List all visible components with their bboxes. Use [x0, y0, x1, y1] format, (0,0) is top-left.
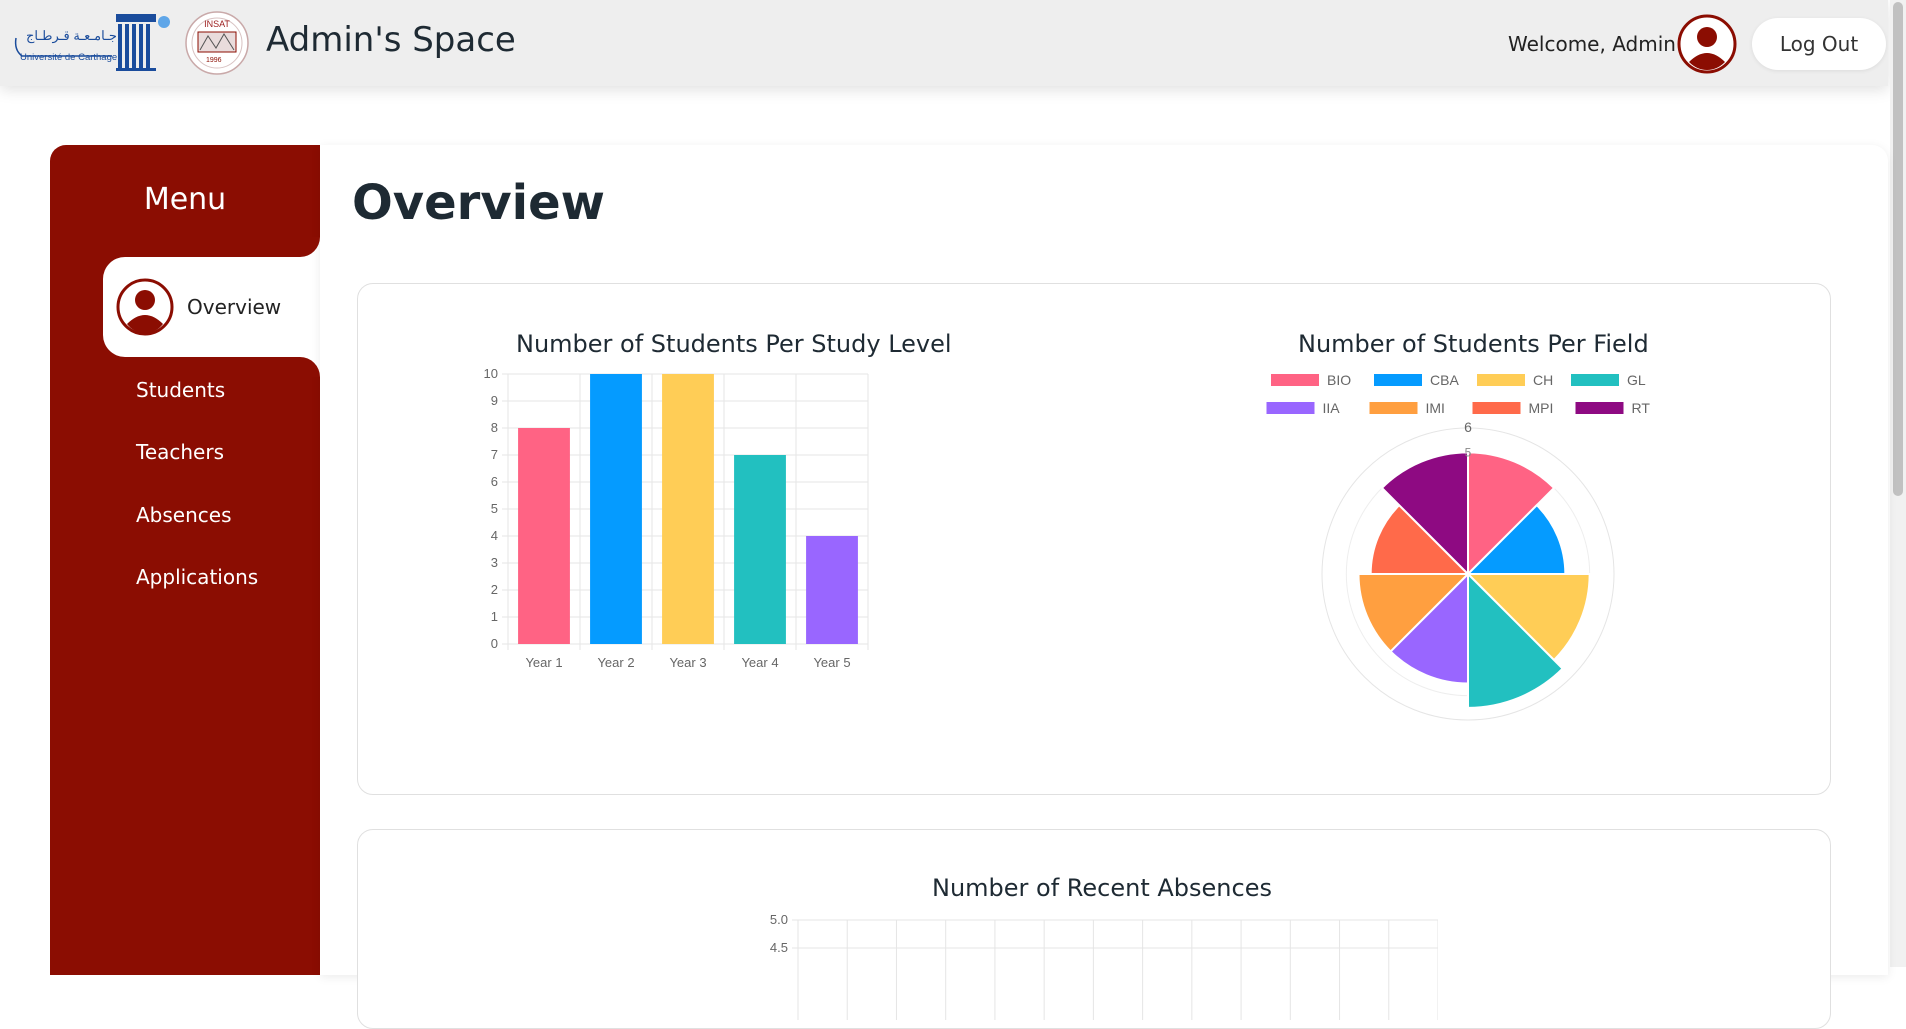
students-per-field-polar-chart: BIO CBA CH GL IIA IMI MPI RT 6 5 — [1266, 372, 1651, 721]
y-tick-label: 9 — [491, 393, 498, 408]
user-avatar-icon[interactable] — [1677, 14, 1737, 74]
y-tick-label: 5.0 — [770, 912, 788, 927]
polar-tick-label: 6 — [1464, 419, 1472, 435]
polar-slice-cba[interactable] — [1465, 503, 1567, 575]
y-tick-label: 10 — [484, 366, 498, 381]
polar-slice-rt[interactable] — [1380, 451, 1469, 577]
bar-year-4[interactable] — [734, 455, 786, 644]
legend-label-ch[interactable]: CH — [1533, 372, 1553, 388]
legend-swatch-iia[interactable] — [1266, 402, 1315, 414]
polar-slice-gl[interactable] — [1467, 571, 1565, 709]
y-tick-label: 4 — [491, 528, 498, 543]
uc-logo-arabic-text: جـامـعـة قـرطـاج — [26, 28, 117, 44]
legend-label-mpi[interactable]: MPI — [1529, 400, 1554, 416]
legend-swatch-gl[interactable] — [1571, 374, 1619, 386]
y-tick-label: 1 — [491, 609, 498, 624]
sidebar-item-teachers[interactable]: Teachers — [136, 440, 224, 464]
polar-slice-imi[interactable] — [1357, 573, 1471, 653]
main-content: Overview Number of Students Per Study Le… — [320, 145, 1888, 1029]
universite-de-carthage-logo: جـامـعـة قـرطـاج Université de Carthage — [14, 14, 170, 71]
x-tick-label: Year 2 — [597, 655, 634, 670]
y-tick-label: 3 — [491, 555, 498, 570]
bar-chart-title: Number of Students Per Study Level — [516, 330, 952, 358]
x-tick-label: Year 5 — [813, 655, 850, 670]
y-tick-label: 2 — [491, 582, 498, 597]
legend-swatch-cba[interactable] — [1374, 374, 1422, 386]
uc-logo-french-text: Université de Carthage — [20, 52, 117, 63]
y-tick-label: 4.5 — [770, 940, 788, 955]
x-tick-label: Year 4 — [741, 655, 778, 670]
insat-logo-text: INSAT — [204, 19, 230, 29]
user-circle-icon — [116, 278, 174, 336]
top-header: جـامـعـة قـرطـاج Université de Carthage … — [0, 0, 1888, 86]
legend-label-rt[interactable]: RT — [1632, 400, 1651, 416]
sidebar-item-applications[interactable]: Applications — [136, 565, 259, 589]
insat-logo-year: 1996 — [206, 57, 222, 64]
legend-swatch-ch[interactable] — [1477, 374, 1525, 386]
legend-label-cba[interactable]: CBA — [1430, 372, 1459, 388]
welcome-text: Welcome, Admin — [1508, 32, 1676, 56]
legend-label-gl[interactable]: GL — [1627, 372, 1646, 388]
y-tick-label: 8 — [491, 420, 498, 435]
sidebar-item-absences[interactable]: Absences — [136, 503, 232, 527]
legend-label-imi[interactable]: IMI — [1426, 400, 1445, 416]
bar-year-2[interactable] — [590, 374, 642, 644]
page-title: Overview — [352, 175, 605, 231]
charts-panel: Number of Students Per Study Level 0 1 2 3 4… — [357, 283, 1831, 795]
legend-swatch-bio[interactable] — [1271, 374, 1319, 386]
scrollbar-thumb[interactable] — [1893, 2, 1903, 496]
polar-slice-iia[interactable] — [1389, 571, 1469, 685]
polar-grid-ring — [1321, 427, 1615, 721]
y-tick-label: 0 — [491, 636, 498, 651]
sidebar-item-overview[interactable]: Overview — [103, 237, 320, 377]
menu-title: Menu — [143, 182, 227, 217]
y-tick-label: 5 — [491, 501, 498, 516]
sidebar: Menu Overview Students Teachers Absences… — [50, 145, 320, 975]
polar-chart-title: Number of Students Per Field — [1298, 330, 1649, 358]
recent-absences-line-chart: 5.0 4.5 — [770, 912, 1438, 1020]
absences-panel: Number of Recent Absences 5.0 4.5 — [357, 829, 1831, 1029]
legend-swatch-mpi[interactable] — [1472, 402, 1521, 414]
sidebar-item-overview-label: Overview — [187, 295, 282, 319]
x-tick-label: Year 1 — [525, 655, 562, 670]
sidebar-item-students[interactable]: Students — [136, 378, 226, 402]
polar-slice-mpi[interactable] — [1369, 503, 1471, 575]
logout-button[interactable]: Log Out — [1752, 18, 1886, 70]
bar-year-1[interactable] — [518, 428, 570, 644]
legend-label-iia[interactable]: IIA — [1323, 400, 1341, 416]
bar-year-3[interactable] — [662, 374, 714, 644]
legend-label-bio[interactable]: BIO — [1327, 372, 1351, 388]
line-chart-title: Number of Recent Absences — [932, 874, 1272, 902]
app-title: Admin's Space — [266, 20, 516, 60]
x-tick-label: Year 3 — [669, 655, 706, 670]
polar-slice-bio[interactable] — [1467, 451, 1556, 577]
y-tick-label: 7 — [491, 447, 498, 462]
page-scrollbar[interactable] — [1890, 0, 1906, 967]
y-tick-label: 6 — [491, 474, 498, 489]
legend-swatch-imi[interactable] — [1369, 402, 1418, 414]
insat-logo: INSAT 1996 — [185, 11, 249, 75]
polar-slice-ch[interactable] — [1465, 573, 1591, 662]
legend-swatch-rt[interactable] — [1575, 402, 1624, 414]
polar-tick-label: 5 — [1465, 445, 1472, 459]
students-per-level-bar-chart: 0 1 2 3 4 5 6 7 8 9 10 Year 1 Year 2 Year 3 Year 4 Year… — [484, 366, 869, 670]
bar-year-5[interactable] — [806, 536, 858, 644]
